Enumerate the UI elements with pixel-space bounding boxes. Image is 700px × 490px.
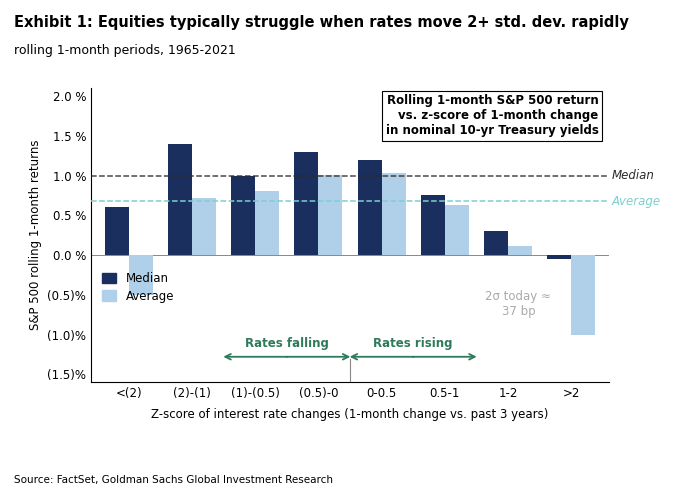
Text: rolling 1-month periods, 1965-2021: rolling 1-month periods, 1965-2021: [14, 44, 236, 57]
Bar: [105, 207, 129, 255]
Bar: [129, 255, 153, 295]
Text: Rolling 1-month S&P 500 return
vs. z-score of 1-month change
in nominal 10-yr Tr: Rolling 1-month S&P 500 return vs. z-sco…: [386, 94, 598, 137]
Bar: [571, 255, 595, 335]
Text: 2σ today ≈
37 bp: 2σ today ≈ 37 bp: [485, 290, 552, 318]
Bar: [358, 160, 382, 255]
Text: Median: Median: [612, 169, 654, 182]
Y-axis label: S&P 500 rolling 1-month returns: S&P 500 rolling 1-month returns: [29, 140, 41, 330]
X-axis label: Z-score of interest rate changes (1-month change vs. past 3 years): Z-score of interest rate changes (1-mont…: [151, 408, 549, 421]
Text: Exhibit 1: Equities typically struggle when rates move 2+ std. dev. rapidly: Exhibit 1: Equities typically struggle w…: [14, 15, 629, 30]
Bar: [421, 196, 444, 255]
Bar: [295, 152, 318, 255]
Bar: [382, 173, 405, 255]
Bar: [256, 192, 279, 255]
Bar: [508, 245, 532, 255]
Text: Average: Average: [612, 195, 661, 208]
Bar: [318, 175, 342, 255]
Bar: [231, 175, 255, 255]
Text: Source: FactSet, Goldman Sachs Global Investment Research: Source: FactSet, Goldman Sachs Global In…: [14, 475, 333, 485]
Legend: Median, Average: Median, Average: [102, 272, 174, 303]
Bar: [484, 231, 508, 255]
Bar: [547, 255, 571, 259]
Text: Rates falling: Rates falling: [245, 338, 329, 350]
Text: Rates rising: Rates rising: [373, 338, 453, 350]
Bar: [444, 205, 469, 255]
Bar: [168, 144, 192, 255]
Bar: [192, 198, 216, 255]
